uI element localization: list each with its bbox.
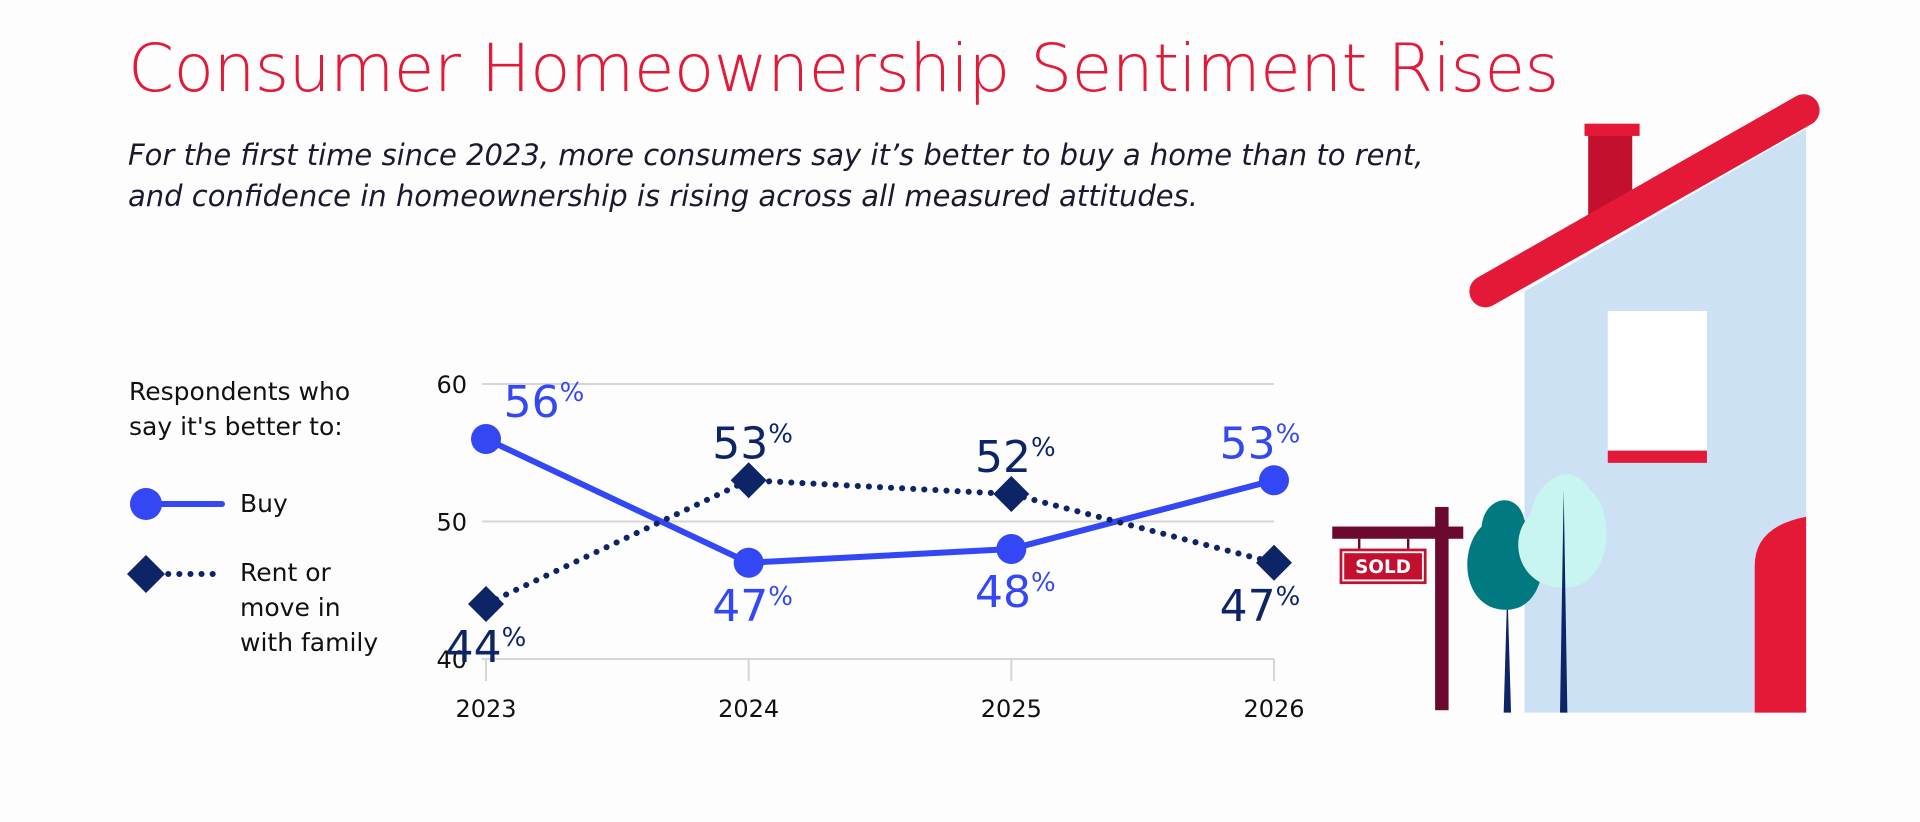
legend-marker — [130, 488, 162, 520]
data-label: 53% — [1220, 418, 1301, 469]
sign-text: SOLD — [1355, 557, 1411, 578]
legend-label: Rent or move in with family — [240, 558, 379, 657]
point — [1259, 465, 1289, 496]
point — [996, 534, 1027, 564]
point — [1256, 544, 1292, 581]
data-label: 47% — [1220, 581, 1301, 632]
point — [468, 586, 504, 622]
data-label: 47% — [712, 581, 793, 632]
legend-marker — [127, 555, 165, 593]
point — [733, 547, 764, 578]
data-label: 48% — [975, 567, 1056, 618]
legend-title: Respondents who say it's better to: — [129, 377, 351, 441]
y-tick-label: 40 — [436, 646, 467, 674]
data-label: 56% — [504, 377, 585, 428]
data-label: 52% — [975, 432, 1056, 483]
data-label: 44% — [446, 622, 527, 673]
y-tick-label: 60 — [436, 371, 467, 399]
subtitle-line: For the first time since 2023, more cons… — [128, 138, 1424, 172]
title: Consumer Homeownership Sentiment Rises — [128, 30, 1559, 107]
x-tick-label: 2023 — [455, 695, 516, 723]
series-line — [483, 436, 1277, 566]
data-label: 53% — [712, 418, 793, 469]
point — [993, 476, 1030, 512]
legend-label: Buy — [240, 489, 288, 518]
x-tick-label: 2024 — [718, 695, 779, 723]
x-tick-label: 2025 — [981, 695, 1042, 723]
point — [471, 424, 501, 454]
x-tick-label: 2026 — [1243, 695, 1304, 723]
subtitle-line: and confidence in homeownership is risin… — [128, 179, 1198, 213]
point — [730, 462, 767, 499]
house-illustration: SOLD — [1332, 94, 1820, 713]
series-line — [483, 477, 1277, 607]
y-tick-label: 50 — [436, 509, 467, 537]
